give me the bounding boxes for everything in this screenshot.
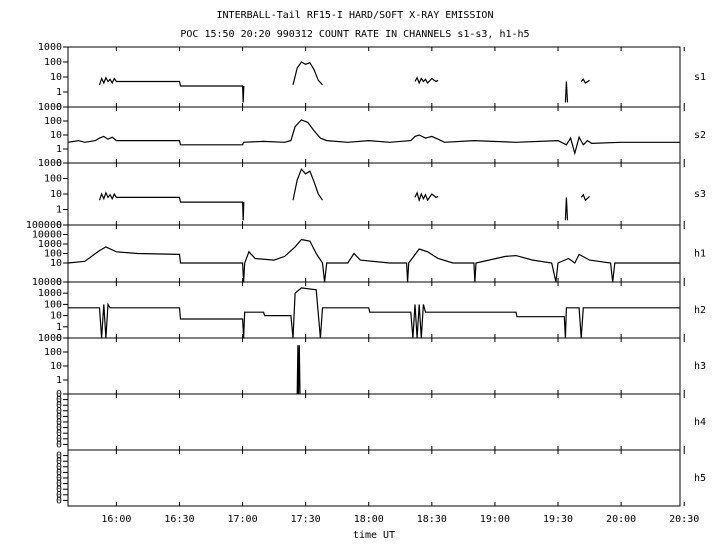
y-tick-label: 1 (56, 205, 62, 216)
y-tick-label: 0 (56, 467, 62, 478)
y-tick-label: 0 (56, 456, 62, 467)
y-tick-label: 10000 (32, 277, 62, 288)
y-tick-label: 1000 (38, 102, 62, 113)
x-tick-label: 16:30 (164, 514, 194, 525)
y-tick-label: 0 (56, 490, 62, 501)
y-tick-label: 0 (56, 417, 62, 428)
y-tick-label: 1000 (38, 239, 62, 250)
x-tick-label: 17:00 (228, 514, 258, 525)
x-tick-label: 16:00 (101, 514, 131, 525)
x-axis-label: time UT (353, 530, 395, 541)
y-tick-label: 10 (50, 258, 62, 269)
y-tick-label: 100 (44, 116, 62, 127)
y-tick-label: 0 (56, 423, 62, 434)
data-line (67, 238, 680, 283)
y-tick-label: 0 (56, 451, 62, 462)
y-tick-label: 0 (56, 462, 62, 473)
y-tick-label: 0 (56, 473, 62, 484)
y-tick-label: 0 (56, 428, 62, 439)
y-tick-label: 0 (56, 395, 62, 406)
panel-label: h3 (694, 361, 706, 372)
y-tick-label: 0 (56, 479, 62, 490)
panel-label: h2 (694, 305, 706, 316)
y-tick-label: 1000 (38, 333, 62, 344)
y-tick-label: 0 (56, 400, 62, 411)
y-tick-label: 0 (56, 220, 62, 231)
panel-label: s1 (694, 72, 706, 83)
y-tick-label: 100 (44, 299, 62, 310)
y-tick-label: 1000 (38, 42, 62, 53)
y-tick-label: 1 (56, 87, 62, 98)
y-tick-label: 1 (56, 322, 62, 333)
panel-label: s2 (694, 130, 706, 141)
data-line (67, 119, 680, 156)
x-tick-label: 18:00 (354, 514, 384, 525)
y-tick-label: 10 (50, 311, 62, 322)
y-tick-label: 0 (56, 406, 62, 417)
y-tick-label: 10 (50, 361, 62, 372)
x-tick-label: 17:30 (291, 514, 321, 525)
y-tick-label: 0 (56, 411, 62, 422)
data-line (98, 61, 590, 103)
chart-subtitle: POC 15:50 20:20 990312 COUNT RATE IN CHA… (180, 29, 529, 40)
y-tick-label: 100000 (26, 220, 62, 231)
panel-label: h5 (694, 473, 706, 484)
y-tick-label: 100 (44, 57, 62, 68)
data-line (98, 168, 591, 221)
y-tick-label: 10 (50, 72, 62, 83)
data-line (68, 287, 680, 339)
panel-label: h4 (694, 417, 706, 428)
x-tick-label: 18:30 (417, 514, 447, 525)
y-tick-label: 0 (56, 434, 62, 445)
x-tick-label: 20:00 (606, 514, 636, 525)
y-tick-label: 100 (44, 174, 62, 185)
data-line (296, 345, 301, 395)
y-tick-label: 10000 (32, 230, 62, 241)
y-tick-label: 1 (56, 375, 62, 386)
y-tick-label: 0 (56, 484, 62, 495)
y-tick-label: 0 (56, 277, 62, 288)
y-tick-label: 10 (50, 189, 62, 200)
y-tick-label: 0 (56, 333, 62, 344)
y-tick-label: 100 (44, 347, 62, 358)
y-tick-label: 10 (50, 130, 62, 141)
y-tick-label: 1 (56, 144, 62, 155)
y-tick-label: 1000 (38, 288, 62, 299)
y-tick-label: 100 (44, 249, 62, 260)
y-tick-label: 1000 (38, 158, 62, 169)
x-tick-label: 19:30 (543, 514, 573, 525)
panel-label: h1 (694, 249, 706, 260)
panel-label: s3 (694, 189, 706, 200)
y-tick-label: 0 (56, 495, 62, 506)
x-tick-label: 19:00 (480, 514, 510, 525)
y-tick-label: 0 (56, 102, 62, 113)
x-tick-label: 20:30 (669, 514, 699, 525)
y-tick-label: 0 (56, 389, 62, 400)
y-tick-label: 0 (56, 158, 62, 169)
chart-title: INTERBALL-Tail RF15-I HARD/SOFT X-RAY EM… (217, 10, 494, 21)
y-tick-label: 0 (56, 439, 62, 450)
